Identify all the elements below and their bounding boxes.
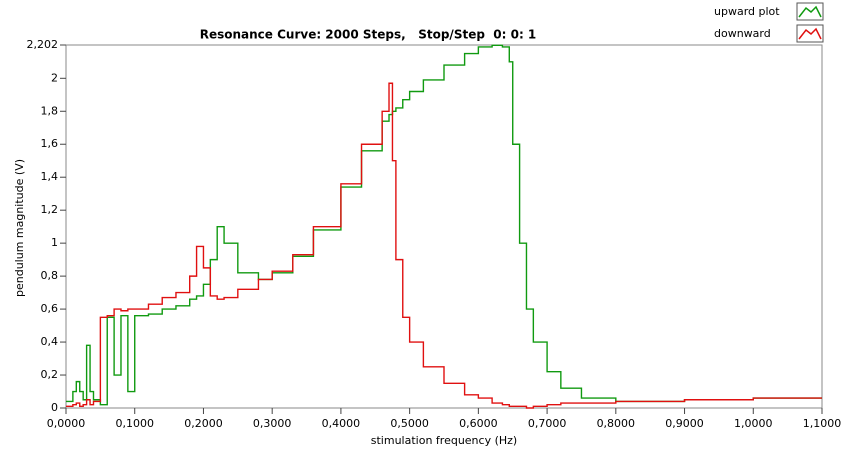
y-tick-label: 2,202 <box>27 38 59 51</box>
x-tick-label: 0,2000 <box>184 417 223 430</box>
x-tick-label: 0,6000 <box>459 417 498 430</box>
plot-frame <box>65 44 823 409</box>
legend-label: downward <box>714 27 771 40</box>
legend-swatch <box>798 27 822 40</box>
legend-label: upward plot <box>714 5 780 18</box>
chart-title: Resonance Curve: 2000 Steps, Stop/Step 0… <box>200 28 537 42</box>
x-tick-label: 0,5000 <box>390 417 429 430</box>
y-tick-label: 0,4 <box>41 335 59 348</box>
y-tick-label: 1,6 <box>41 137 59 150</box>
x-tick-label: 0,1000 <box>115 417 154 430</box>
x-tick-label: 1,1000 <box>803 417 842 430</box>
y-tick-label: 1,8 <box>41 104 59 117</box>
y-tick-label: 0,6 <box>41 302 59 315</box>
y-tick-label: 0,8 <box>41 269 59 282</box>
x-axis-label: stimulation frequency (Hz) <box>371 434 517 447</box>
y-tick-label: 0 <box>51 401 58 414</box>
y-tick-label: 2 <box>51 71 58 84</box>
y-tick-label: 1,2 <box>41 203 59 216</box>
x-tick-label: 0,4000 <box>322 417 361 430</box>
x-tick-label: 0,9000 <box>665 417 704 430</box>
x-tick-label: 0,8000 <box>597 417 636 430</box>
y-tick-label: 0,2 <box>41 368 59 381</box>
y-tick-label: 1,4 <box>41 170 59 183</box>
y-tick-label: 1 <box>51 236 58 249</box>
series-line <box>66 82 822 409</box>
x-tick-label: 0,3000 <box>253 417 292 430</box>
x-tick-label: 0,7000 <box>528 417 567 430</box>
series-line <box>66 44 822 406</box>
x-tick-label: 0,0000 <box>47 417 86 430</box>
x-tick-label: 1,0000 <box>734 417 773 430</box>
y-axis-label: pendulum magnitude (V) <box>13 159 26 297</box>
legend-swatch <box>798 5 822 18</box>
